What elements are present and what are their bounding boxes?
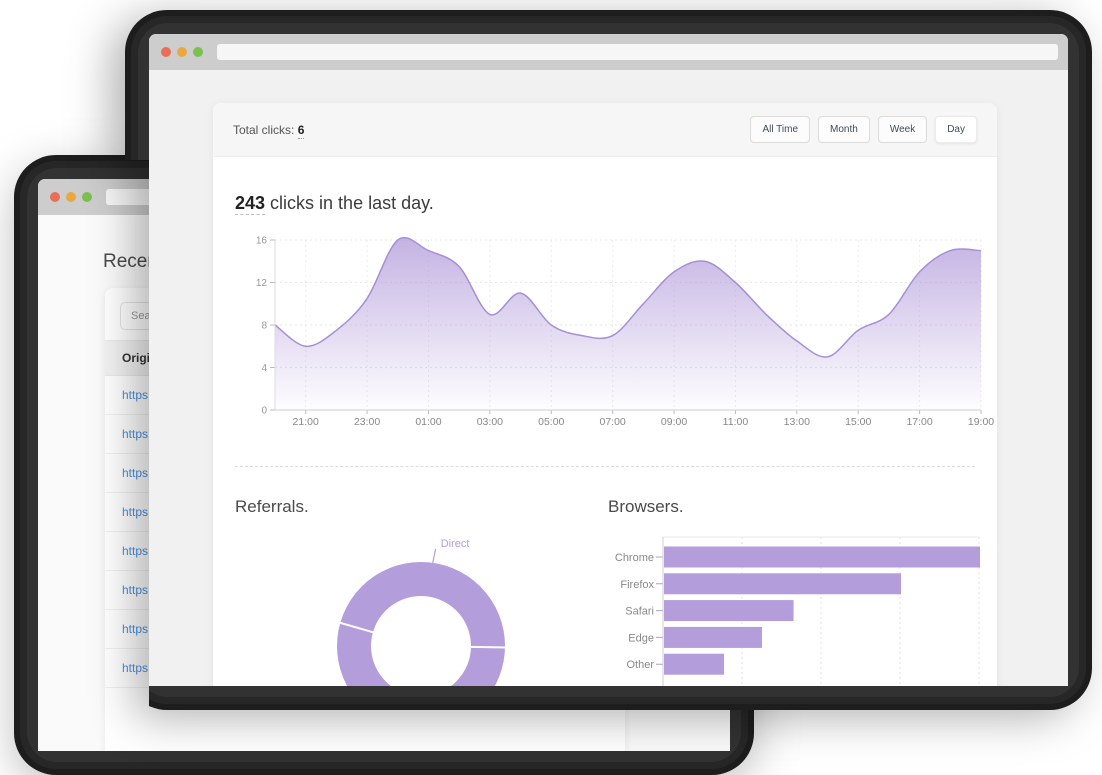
front-window-frame: Total clicks: 6 All Time Month Week Day 243… <box>125 10 1092 710</box>
clicks-headline: 243 clicks in the last day. <box>235 193 434 215</box>
svg-text:16: 16 <box>256 236 268 247</box>
bar-label-other: Other <box>626 659 654 671</box>
svg-text:12: 12 <box>256 278 268 289</box>
filter-button-day[interactable]: Day <box>935 116 977 143</box>
browsers-title: Browsers. <box>608 497 684 516</box>
donut-slice-label-direct: Direct <box>441 538 470 550</box>
svg-text:0: 0 <box>261 406 267 417</box>
svg-text:11:00: 11:00 <box>723 416 749 428</box>
referrals-donut-chart: Direct <box>337 538 509 686</box>
zoom-button[interactable] <box>82 192 92 202</box>
svg-text:8: 8 <box>261 321 267 332</box>
filter-button-month[interactable]: Month <box>818 116 870 143</box>
svg-text:23:00: 23:00 <box>354 416 380 428</box>
analytics-card: Total clicks: 6 All Time Month Week Day 243… <box>213 103 997 686</box>
bar-label-firefox: Firefox <box>620 579 654 591</box>
svg-text:01:00: 01:00 <box>415 416 441 428</box>
analytics-card-header: Total clicks: 6 All Time Month Week Day <box>213 103 997 157</box>
time-range-filters: All Time Month Week Day <box>750 116 977 143</box>
bar-label-chrome: Chrome <box>615 552 654 564</box>
browsers-bar-chart: Chrome Firefox Safari Edge Other <box>615 536 980 686</box>
bar-label-safari: Safari <box>625 606 654 618</box>
filter-button-all-time[interactable]: All Time <box>750 116 811 143</box>
clicks-area-chart: 0 4 8 12 16 21:00 23:00 01:00 03:00 05:00 07:00 09:… <box>256 236 994 429</box>
svg-text:09:00: 09:00 <box>661 416 687 428</box>
close-button[interactable] <box>161 47 171 57</box>
total-clicks: Total clicks: 6 <box>233 122 305 139</box>
referrals-title: Referrals. <box>235 497 309 516</box>
svg-text:13:00: 13:00 <box>784 416 810 428</box>
minimize-button[interactable] <box>177 47 187 57</box>
svg-text:17:00: 17:00 <box>906 416 932 428</box>
close-button[interactable] <box>50 192 60 202</box>
svg-text:05:00: 05:00 <box>538 416 564 428</box>
clicks-count: 243 <box>235 193 266 215</box>
svg-text:07:00: 07:00 <box>600 416 626 428</box>
total-clicks-value: 6 <box>297 122 305 139</box>
bar-label-edge: Edge <box>628 632 654 644</box>
svg-text:03:00: 03:00 <box>477 416 503 428</box>
svg-text:21:00: 21:00 <box>293 416 319 428</box>
minimize-button[interactable] <box>66 192 76 202</box>
section-divider <box>235 466 975 467</box>
svg-text:15:00: 15:00 <box>845 416 871 428</box>
zoom-button[interactable] <box>193 47 203 57</box>
front-browser-window: Total clicks: 6 All Time Month Week Day 243… <box>125 10 1092 710</box>
svg-text:19:00: 19:00 <box>968 416 994 428</box>
filter-button-week[interactable]: Week <box>877 116 928 143</box>
front-window-titlebar <box>149 34 1068 70</box>
address-bar[interactable] <box>217 44 1058 60</box>
svg-text:4: 4 <box>261 363 267 374</box>
